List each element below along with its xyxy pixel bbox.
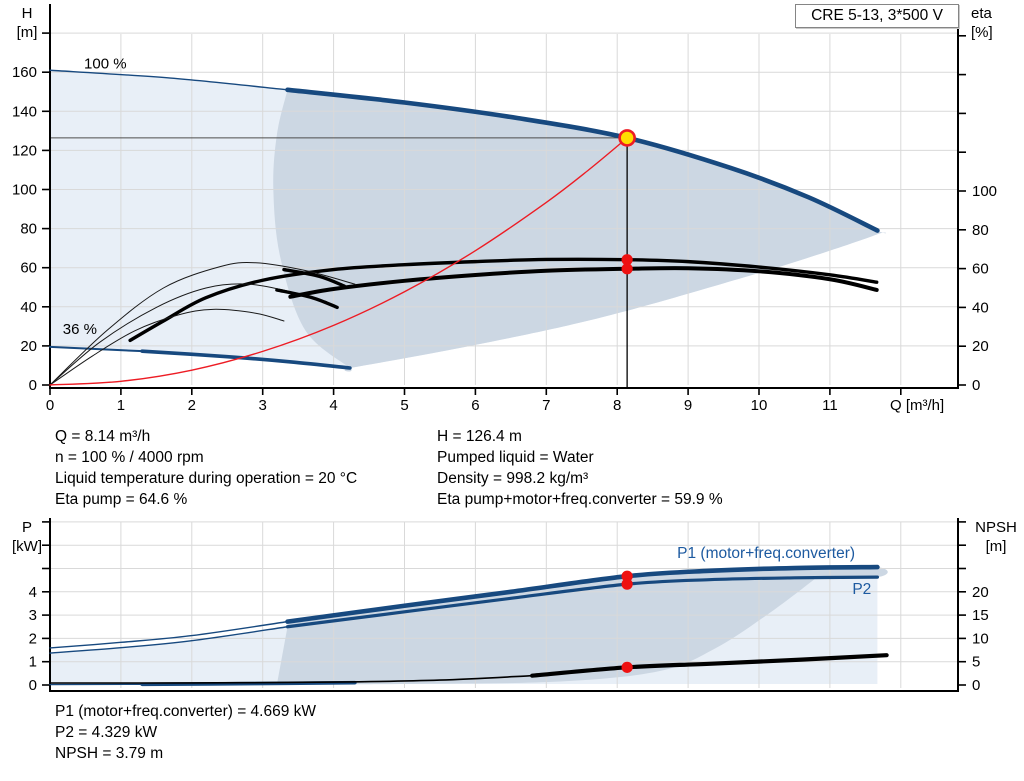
eta-pump-curve (128, 257, 879, 343)
eta-arc-3-curve (49, 308, 285, 386)
pump-curve-36-curve (140, 349, 352, 370)
y-left-axis-title: P (22, 519, 32, 536)
y-left-tick-label: 120 (12, 142, 37, 159)
operating-point-marker (621, 578, 633, 590)
x-tick-label: 5 (400, 397, 408, 414)
pump-curve-36-curve-thin (49, 345, 144, 353)
y-right-tick-label: 40 (972, 299, 989, 316)
eta-arc-1-curve (49, 262, 356, 386)
y-left-tick-label: 60 (20, 260, 37, 277)
y-left-axis-unit: [m] (17, 24, 38, 41)
x-tick-label: 7 (542, 397, 550, 414)
x-tick-label: 11 (822, 397, 838, 414)
x-tick-label: 2 (188, 397, 196, 414)
y-left-axis-unit: [kW] (12, 538, 42, 555)
y-left-tick-label: 2 (29, 630, 37, 647)
y-left-tick-label: 3 (29, 607, 37, 624)
speed-annotation: 100 % (84, 55, 127, 72)
y-right-tick-label: 10 (972, 630, 989, 647)
speed-reference-curve-curve (49, 137, 628, 386)
y-left-tick-label: 1 (29, 654, 37, 671)
npsh-curve-thin (49, 674, 533, 684)
speed-annotation: 36 % (63, 321, 97, 338)
y-right-tick-label: 20 (972, 338, 989, 355)
p1-curve-thin (49, 620, 289, 649)
x-tick-label: 9 (684, 397, 692, 414)
eta-pump-motor-freq-curve (288, 266, 879, 299)
y-right-tick-label: 60 (972, 261, 989, 278)
y-left-tick-label: 40 (20, 299, 37, 316)
x-tick-label: 0 (46, 397, 54, 414)
duty-result-block-left: Q = 8.14 m³/h n = 100 % / 4000 rpm Liqui… (55, 426, 357, 510)
x-tick-label: 3 (259, 397, 267, 414)
y-left-tick-label: 80 (20, 221, 37, 238)
duty-point-marker (618, 129, 636, 147)
y-right-axis-unit: [m] (986, 538, 1007, 555)
operating-point-marker (621, 661, 633, 673)
y-left-tick-label: 4 (29, 584, 37, 601)
control-range-fill (273, 89, 887, 372)
y-left-tick-label: 160 (12, 64, 37, 81)
y-right-axis-title: NPSH (975, 519, 1017, 536)
p1-p2-band-fill (287, 566, 888, 627)
pump-type-box: CRE 5-13, 3*500 V (795, 4, 959, 28)
y-right-tick-label: 5 (972, 654, 980, 671)
result-flow: Q = 8.14 m³/h (55, 428, 151, 445)
result-speed: n = 100 % / 4000 rpm (55, 449, 204, 466)
y-right-axis-unit: [%] (971, 24, 993, 41)
result-density: Density = 998.2 kg/m³ (437, 470, 589, 487)
result-pumped-liquid: Pumped liquid = Water (437, 449, 594, 466)
x-tick-label: 4 (329, 397, 337, 414)
y-left-tick-label: 0 (29, 377, 37, 394)
series-label: P1 (motor+freq.converter) (677, 545, 855, 562)
y-left-tick-label: 20 (20, 338, 37, 355)
npsh-curve (530, 653, 889, 678)
x-tick-label: 6 (471, 397, 479, 414)
pump-type-label: CRE 5-13, 3*500 V (811, 7, 943, 24)
y-left-tick-label: 100 (12, 182, 37, 199)
result-eta-total: Eta pump+motor+freq.converter = 59.9 % (437, 491, 723, 508)
y-right-tick-label: 0 (972, 677, 980, 694)
power-range-fill (276, 575, 820, 685)
y-right-axis-title: eta (971, 5, 993, 22)
x-axis-title: Q [m³/h] (890, 397, 944, 414)
y-right-tick-label: 100 (972, 183, 997, 200)
y-left-tick-label: 140 (12, 103, 37, 120)
operating-point-marker (621, 263, 633, 275)
eta-arc-tip-1-curve (282, 267, 346, 288)
y-left-axis-title: H (22, 5, 33, 22)
result-head: H = 126.4 m (437, 428, 522, 445)
result-eta-pump: Eta pump = 64.6 % (55, 491, 188, 508)
result-p2: P2 = 4.329 kW (55, 724, 158, 741)
series-label: P2 (852, 581, 871, 598)
pump-curve-100-curve-thin (49, 69, 289, 91)
y-right-tick-label: 80 (972, 222, 989, 239)
p2-curve-thin (49, 626, 289, 654)
x-tick-label: 8 (613, 397, 621, 414)
result-npsh: NPSH = 3.79 m (55, 745, 164, 762)
power-result-block: P1 (motor+freq.converter) = 4.669 kW P2 … (55, 701, 316, 764)
x-tick-label: 1 (117, 397, 125, 414)
y-right-tick-label: 20 (972, 584, 989, 601)
operating-point-marker (621, 570, 633, 582)
result-p1: P1 (motor+freq.converter) = 4.669 kW (55, 703, 317, 720)
operating-point-marker (621, 254, 633, 266)
y-left-tick-label: 0 (29, 677, 37, 694)
duty-result-block-right: H = 126.4 m Pumped liquid = Water Densit… (437, 426, 723, 510)
y-right-tick-label: 0 (972, 377, 980, 394)
result-liquid-temperature: Liquid temperature during operation = 20… (55, 470, 358, 487)
x-tick-label: 10 (751, 397, 768, 414)
y-right-tick-label: 15 (972, 607, 989, 624)
eta-arc-tip-2-curve (275, 288, 339, 310)
